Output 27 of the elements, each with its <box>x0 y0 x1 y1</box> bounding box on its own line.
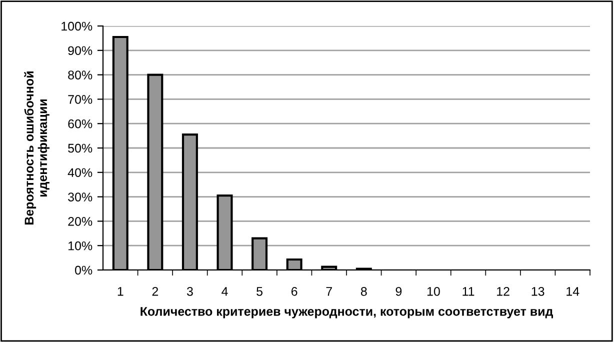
x-tick-label: 13 <box>532 286 544 296</box>
y-tick-label: 60% <box>68 119 92 128</box>
y-tick-label: 30% <box>68 192 92 202</box>
y-tick-label: 70% <box>68 95 92 104</box>
x-tick-label: 14 <box>566 287 580 296</box>
x-tick-label: 1 <box>118 287 124 296</box>
y-tick-label: 100% <box>62 22 92 31</box>
x-tick-label: 4 <box>222 287 228 296</box>
y-tick-label: 0% <box>75 266 92 275</box>
x-tick-label: 8 <box>360 286 367 296</box>
x-tick-label: 3 <box>186 286 193 296</box>
x-axis-title: Количество критериев чужеродности, которым соответствует вид <box>140 307 553 318</box>
y-tick-label: 50% <box>68 144 92 153</box>
y-tick-label: 40% <box>68 168 92 178</box>
x-tick-label: 7 <box>326 287 332 296</box>
x-tick-label: 11 <box>462 287 474 296</box>
x-tick-label: 6 <box>291 286 298 296</box>
x-tick-label: 9 <box>396 286 402 296</box>
x-tick-label: 12 <box>497 286 510 296</box>
y-tick-label: 10% <box>68 241 92 250</box>
y-axis-title: Вероятность ошибочной идентификации <box>24 72 50 224</box>
y-tick-label: 80% <box>68 70 92 80</box>
y-tick-label: 20% <box>68 217 92 226</box>
x-tick-label: 10 <box>427 286 440 296</box>
x-tick-label: 2 <box>152 286 158 296</box>
x-tick-label: 5 <box>256 287 262 296</box>
y-tick-label: 90% <box>68 46 92 56</box>
